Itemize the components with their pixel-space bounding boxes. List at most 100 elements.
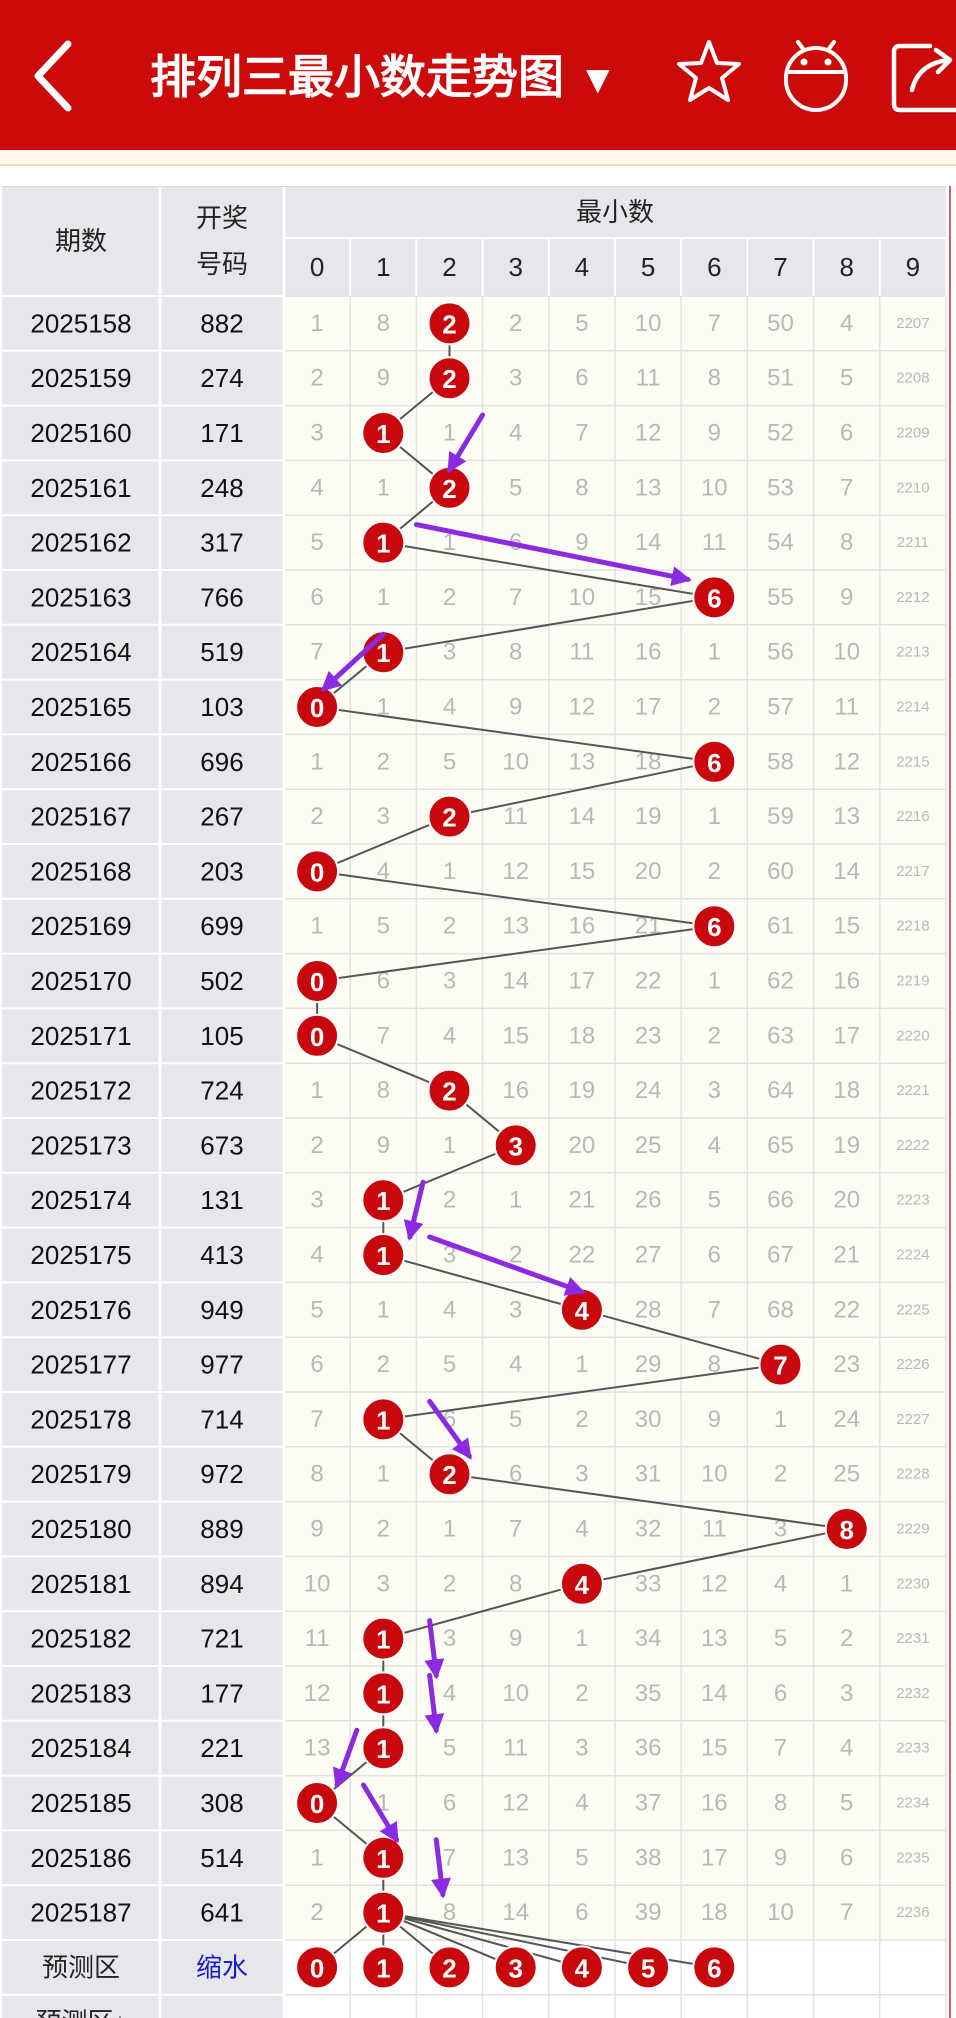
omission-cell: 61 — [767, 913, 794, 940]
omission-cell: 2234 — [896, 1795, 929, 1812]
omission-cell: 19 — [833, 1132, 860, 1159]
hit-ball — [361, 1233, 406, 1277]
hit-ball — [295, 1781, 340, 1825]
digit-header-5: 5 — [641, 252, 655, 282]
robot-icon[interactable] — [780, 30, 852, 114]
draw-number-cell: 889 — [200, 1514, 243, 1544]
omission-cell: 6 — [377, 968, 390, 995]
star-icon[interactable] — [676, 36, 742, 106]
omission-cell: 3 — [443, 1625, 456, 1652]
omission-cell: 1 — [708, 968, 721, 995]
omission-cell: 22 — [635, 968, 662, 995]
omission-cell: 11 — [636, 365, 661, 392]
omission-cell: 24 — [635, 1077, 662, 1104]
draw-number-cell: 972 — [200, 1459, 243, 1489]
omission-cell: 1 — [310, 748, 323, 775]
period-cell: 2025176 — [30, 1295, 131, 1325]
predict-ball[interactable] — [559, 1945, 604, 1990]
omission-cell: 35 — [635, 1680, 662, 1707]
omission-cell: 12 — [304, 1680, 331, 1707]
omission-cell: 1 — [443, 1516, 456, 1543]
predict-ball[interactable] — [493, 1945, 538, 1990]
omission-cell: 9 — [377, 365, 390, 392]
predict-ball[interactable] — [427, 1945, 472, 1990]
omission-cell: 14 — [502, 1899, 529, 1926]
hit-ball-label: 2 — [442, 309, 456, 339]
omission-cell: 2235 — [896, 1849, 929, 1866]
header-min-group: 最小数 — [576, 197, 654, 227]
omission-cell: 8 — [377, 1077, 390, 1104]
omission-cell: 3 — [774, 1516, 787, 1543]
draw-number-cell: 724 — [200, 1076, 243, 1106]
omission-cell: 3 — [509, 365, 522, 392]
omission-cell: 15 — [569, 858, 596, 885]
omission-cell: 5 — [774, 1625, 787, 1652]
predict-ball[interactable] — [361, 1945, 406, 1990]
predict-line — [383, 1911, 583, 1969]
omission-cell: 3 — [443, 639, 456, 666]
predict-ball[interactable] — [295, 1945, 340, 1990]
omission-cell: 7 — [509, 584, 522, 611]
omission-cell: 2 — [443, 913, 456, 940]
hit-ball — [427, 301, 472, 346]
draw-number-cell: 105 — [200, 1021, 243, 1051]
share-icon[interactable] — [890, 38, 956, 114]
omission-cell: 2210 — [896, 479, 929, 496]
hit-ball-label: 4 — [575, 1296, 590, 1326]
draw-number-cell: 103 — [200, 692, 243, 722]
omission-cell: 13 — [833, 803, 860, 830]
omission-cell: 3 — [840, 1680, 853, 1707]
predict-ball[interactable] — [626, 1945, 671, 1990]
predict-ball[interactable] — [692, 1945, 737, 1990]
back-arrow-icon[interactable] — [28, 38, 78, 114]
period-cell: 2025178 — [30, 1404, 131, 1434]
period-cell: 2025172 — [30, 1076, 131, 1106]
omission-cell: 2221 — [896, 1082, 929, 1099]
omission-cell: 3 — [377, 803, 390, 830]
omission-cell: 3 — [443, 1242, 456, 1269]
period-cell: 2025181 — [30, 1569, 131, 1599]
omission-cell: 10 — [767, 1899, 794, 1926]
omission-cell: 5 — [443, 1735, 456, 1762]
period-cell: 2025180 — [30, 1514, 131, 1544]
omission-cell: 2 — [443, 584, 456, 611]
omission-cell: 4 — [310, 474, 323, 501]
period-cell: 2025161 — [30, 473, 131, 503]
omission-cell: 4 — [377, 858, 390, 885]
omission-cell: 13 — [635, 474, 662, 501]
omission-cell: 11 — [569, 639, 594, 666]
omission-cell: 8 — [575, 474, 588, 501]
hit-ball-label: 3 — [508, 1131, 522, 1161]
trend-chart[interactable]: 期数 开奖 号码 最小数 0 1 2 3 4 5 6 7 8 9 2025158 882 1 8 2 5 10 7 50 4 2… — [0, 186, 956, 2018]
draw-number-cell: 274 — [200, 363, 243, 393]
omission-cell: 6 — [774, 1680, 787, 1707]
omission-cell: 8 — [509, 639, 522, 666]
omission-cell: 20 — [635, 858, 662, 885]
omission-cell: 56 — [767, 639, 794, 666]
omission-cell: 15 — [833, 913, 860, 940]
shrink-link[interactable]: 缩水 — [196, 1952, 248, 1982]
omission-cell: 2230 — [896, 1575, 929, 1592]
period-cell: 2025158 — [30, 308, 131, 338]
omission-cell: 19 — [569, 1077, 596, 1104]
omission-cell: 10 — [569, 584, 596, 611]
omission-cell: 2208 — [896, 370, 929, 387]
omission-cell: 4 — [509, 420, 522, 447]
omission-cell: 2 — [310, 1899, 323, 1926]
omission-cell: 8 — [708, 365, 721, 392]
page-title-dropdown[interactable]: 排列三最小数走势图 ▼ — [150, 44, 618, 110]
omission-cell: 8 — [443, 1899, 456, 1926]
omission-cell: 66 — [767, 1187, 794, 1214]
omission-cell: 12 — [635, 420, 662, 447]
annotation-arrow — [333, 1727, 360, 1789]
predict-label-2: 预测区↓ — [35, 2007, 126, 2018]
omission-cell: 21 — [833, 1242, 860, 1269]
omission-cell: 9 — [708, 1406, 721, 1433]
hit-ball-label: 8 — [839, 1515, 853, 1545]
draw-number-cell: 882 — [200, 308, 243, 338]
omission-cell: 2214 — [896, 699, 929, 716]
omission-cell: 30 — [635, 1406, 662, 1433]
omission-cell: 7 — [575, 420, 588, 447]
header-period: 期数 — [55, 226, 107, 256]
